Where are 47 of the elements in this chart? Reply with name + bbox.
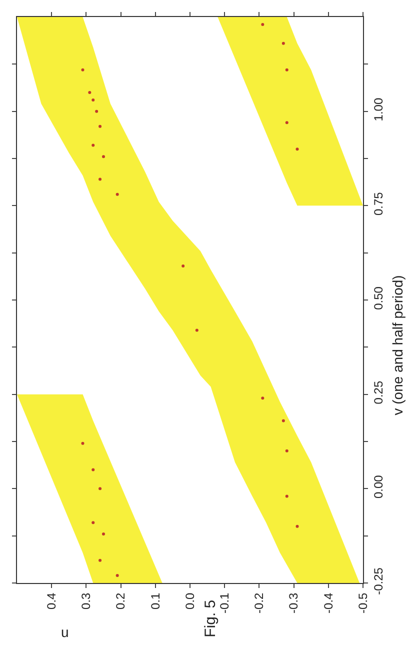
- x-tick-label: 0.1: [148, 592, 162, 610]
- point: [92, 468, 95, 472]
- point: [261, 23, 264, 26]
- point: [285, 494, 288, 498]
- point: [285, 121, 288, 124]
- x-axis-title: u: [61, 624, 69, 640]
- y-axis-title: v (one and half period): [390, 275, 406, 416]
- point: [282, 419, 285, 422]
- point: [92, 144, 95, 147]
- point: [285, 68, 288, 72]
- y-tick-label: 0.75: [371, 192, 386, 216]
- x-tick-label: -0.4: [321, 592, 336, 614]
- point: [92, 521, 95, 524]
- point: [296, 148, 299, 151]
- point: [98, 558, 102, 562]
- x-tick-label: 0.0: [182, 592, 197, 610]
- y-tick-label: 0.25: [371, 380, 386, 404]
- caption: Fig. 5: [202, 600, 220, 638]
- y-tick-label: 0.00: [371, 474, 386, 499]
- point: [95, 110, 98, 113]
- point: [182, 264, 185, 268]
- point: [116, 192, 119, 196]
- point: [102, 155, 105, 158]
- y-tick-label: -0.25: [371, 567, 386, 595]
- point: [116, 574, 119, 577]
- point: [88, 90, 92, 94]
- point: [81, 442, 84, 445]
- x-tick-label: 0.2: [114, 592, 128, 610]
- x-tick-label: 0.4: [44, 592, 58, 610]
- point: [296, 524, 299, 528]
- point: [92, 98, 95, 102]
- point: [261, 396, 264, 400]
- x-tick-label: -0.3: [286, 592, 301, 614]
- x-tick-label: -0.5: [356, 592, 370, 614]
- point: [98, 178, 102, 181]
- y-tick-label: 1.00: [371, 98, 386, 122]
- point: [81, 68, 84, 72]
- x-tick-label: -0.2: [252, 592, 266, 614]
- point: [98, 487, 102, 490]
- point: [285, 449, 288, 452]
- point: [102, 532, 105, 536]
- x-tick-label: 0.3: [79, 592, 94, 610]
- point: [282, 42, 285, 45]
- x-tick-label: -0.1: [218, 592, 232, 614]
- point: [98, 124, 102, 128]
- y-tick-label: 0.50: [371, 286, 386, 310]
- point: [195, 328, 198, 332]
